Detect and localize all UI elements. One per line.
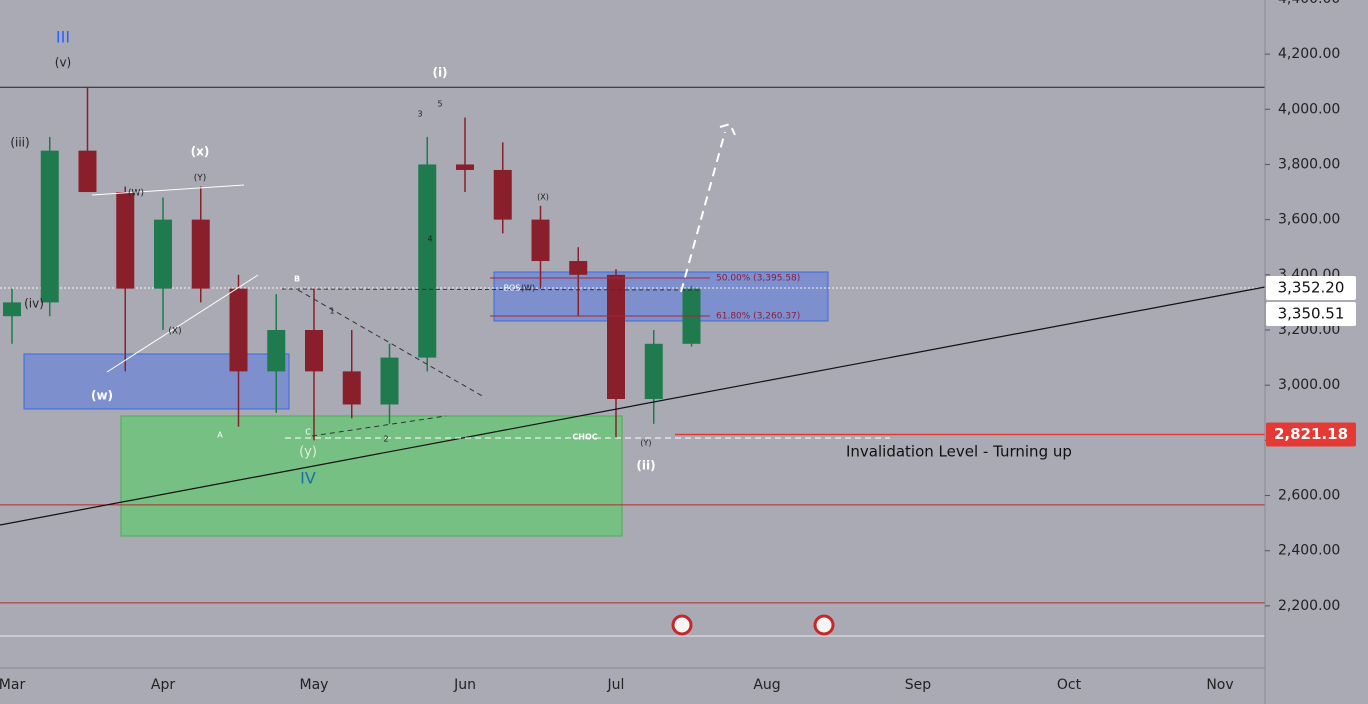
annotation: CHOC xyxy=(572,433,597,442)
price-label: 3,352.20 xyxy=(1278,279,1345,297)
annotation: (iv) xyxy=(24,297,44,311)
annotation: (W) xyxy=(521,284,535,293)
annotation: B xyxy=(294,275,300,284)
axes: 4,400.00 4,200.00 4,000.00 3,800.00 3,600.00… xyxy=(0,0,1356,693)
candle-body xyxy=(418,164,437,358)
trendline xyxy=(106,274,259,373)
candle-body xyxy=(493,169,512,220)
support-zone xyxy=(120,415,623,537)
trendline xyxy=(0,286,1266,526)
annotation: (i) xyxy=(432,66,447,80)
price-label: 2,821.18 xyxy=(1274,425,1348,443)
x-tick-label: Oct xyxy=(1057,677,1082,693)
candle-body xyxy=(3,302,21,317)
annotation: (w) xyxy=(91,389,113,403)
candle-body xyxy=(40,150,59,303)
annotation: 3 xyxy=(417,110,422,119)
x-tick-label: Sep xyxy=(905,677,932,693)
annotation: (Y) xyxy=(194,174,207,184)
annotation: (Y) xyxy=(640,439,651,448)
annotation: 50.00% (3,395.58) xyxy=(716,274,800,284)
annotations: III (v) (iii) (iv) (w) (x) (W) (Y) (X) A B C (y) IV 1 2… xyxy=(10,28,1072,488)
annotation: 2 xyxy=(383,435,388,444)
candle-body xyxy=(116,192,135,289)
drawings xyxy=(0,122,1266,636)
x-tick-label: Apr xyxy=(151,677,175,693)
x-tick-label: May xyxy=(300,677,329,693)
y-tick-label: 3,800.00 xyxy=(1278,156,1340,172)
annotation: (iii) xyxy=(10,136,29,150)
annotation: (X) xyxy=(537,193,549,202)
demand-zone xyxy=(23,353,290,410)
price-label-box xyxy=(1266,422,1356,447)
candle-body xyxy=(644,343,663,399)
fib-zone xyxy=(493,271,829,322)
candle-body xyxy=(607,274,625,399)
annotation: 4 xyxy=(427,235,432,244)
annotation: Invalidation Level - Turning up xyxy=(846,443,1072,461)
y-tick-label: 2,200.00 xyxy=(1278,598,1340,614)
annotation: BOS xyxy=(504,284,521,293)
annotation: C xyxy=(305,428,311,437)
x-tick-label: Jul xyxy=(607,677,625,693)
candle-body xyxy=(267,329,286,372)
candle-body xyxy=(78,150,97,193)
candle-body xyxy=(305,329,323,372)
candle-body xyxy=(191,219,210,289)
trendline xyxy=(311,415,447,437)
price-axis xyxy=(1265,0,1368,704)
y-tick-label: 4,000.00 xyxy=(1278,101,1340,117)
price-label: 3,350.51 xyxy=(1278,305,1345,323)
y-tick-label: 2,400.00 xyxy=(1278,543,1340,559)
annotation: 61.80% (3,260.37) xyxy=(716,312,800,322)
x-tick-label: Aug xyxy=(753,677,780,693)
y-tick-label: 4,200.00 xyxy=(1278,46,1340,62)
annotation: (X) xyxy=(168,327,181,337)
event-icon xyxy=(813,614,835,636)
price-label-box xyxy=(1266,302,1356,327)
trendline xyxy=(91,184,245,196)
y-tick-label: 3,600.00 xyxy=(1278,212,1340,228)
annotation: (x) xyxy=(191,145,210,159)
y-tick-label: 3,000.00 xyxy=(1278,377,1340,393)
annotation: IV xyxy=(300,469,316,488)
candle-body xyxy=(229,288,248,372)
candle-body xyxy=(380,357,399,405)
candle-body xyxy=(531,219,550,262)
candle-body xyxy=(342,371,361,405)
annotation: A xyxy=(217,431,223,440)
annotation: 5 xyxy=(437,100,442,109)
y-tick-label: 2,600.00 xyxy=(1278,488,1340,504)
annotation: (W) xyxy=(128,189,144,199)
annotation: (y) xyxy=(299,445,317,460)
candles xyxy=(3,87,701,441)
annotation: (ii) xyxy=(636,459,655,473)
zones xyxy=(23,271,829,537)
levels xyxy=(0,86,1265,637)
price-label-box xyxy=(1266,276,1356,301)
candle-body xyxy=(456,164,474,170)
annotation: 1 xyxy=(329,307,334,316)
x-tick-label: Nov xyxy=(1206,677,1233,693)
event-icon xyxy=(671,614,693,636)
annotation: III xyxy=(56,28,70,47)
x-tick-label: Jun xyxy=(453,677,476,693)
projection xyxy=(680,122,736,293)
annotation: (v) xyxy=(55,56,71,70)
y-tick-label: 4,400.00 xyxy=(1278,0,1340,7)
x-tick-label: Mar xyxy=(0,677,25,693)
candle-body xyxy=(154,219,172,289)
candle-body xyxy=(569,261,588,275)
